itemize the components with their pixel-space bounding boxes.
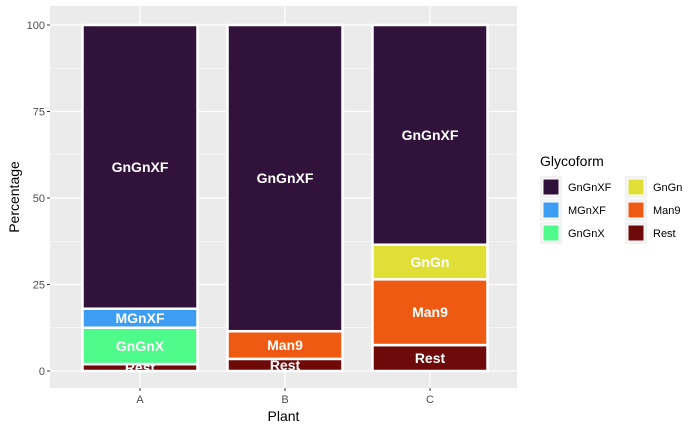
legend-label: GnGnX: [568, 228, 605, 240]
y-axis-label: Percentage: [6, 161, 22, 233]
legend-swatch: [542, 224, 560, 242]
legend-label: GnGn: [653, 182, 682, 194]
legend-label: Man9: [653, 205, 681, 217]
bar-segment: [81, 326, 199, 366]
legend-label: GnGnXF: [568, 182, 612, 194]
bar-segment-label: Man9: [412, 304, 448, 320]
bar-segment: [226, 329, 344, 361]
y-tick-label: 25: [33, 280, 45, 292]
bar-segment-label: GnGnXF: [257, 170, 314, 186]
y-tick-label: 0: [39, 366, 45, 378]
y-tick-label: 100: [27, 20, 45, 32]
x-tick-label: C: [426, 394, 434, 406]
bar-segment-label: Rest: [270, 357, 301, 373]
axes: 0 25 50 75 100 A B C: [27, 20, 434, 406]
bar-segment: [371, 23, 489, 246]
legend-label: Rest: [653, 228, 676, 240]
bar-segment-label: GnGnXF: [402, 127, 459, 143]
bar-segment: [226, 23, 344, 333]
bar-segment-label: GnGnXF: [112, 159, 169, 175]
bar-segment: [371, 278, 489, 347]
legend-label: MGnXF: [568, 205, 606, 217]
bar-segment-label: MGnXF: [116, 310, 165, 326]
legend: GnGnXF MGnXF GnGnX GnGn Man9 Rest: [540, 176, 682, 244]
x-axis-label: Plant: [268, 408, 300, 424]
bar-segment-label: Man9: [267, 337, 303, 353]
bar-segment-label: Rest: [125, 360, 156, 376]
legend-swatch: [627, 224, 645, 242]
bar-segment-label: Rest: [415, 350, 446, 366]
legend-swatch: [627, 201, 645, 219]
bars: [81, 23, 489, 373]
bar-segment: [371, 343, 489, 373]
bar-segment-label: GnGn: [411, 254, 450, 270]
legend-swatch: [542, 178, 560, 196]
legend-title: Glycoform: [540, 153, 604, 169]
bar-segment: [371, 243, 489, 281]
bar-segment-label: GnGnX: [116, 338, 165, 354]
bar-segment: [81, 23, 199, 310]
legend-swatch: [542, 201, 560, 219]
y-tick-label: 50: [33, 193, 45, 205]
y-tick-label: 75: [33, 107, 45, 119]
x-tick-label: A: [136, 394, 144, 406]
legend-swatch: [627, 178, 645, 196]
segment-labels: Rest GnGnX MGnXF GnGnXF Rest Man9 GnGnXF Rest Ma…: [112, 127, 459, 376]
x-tick-label: B: [281, 394, 288, 406]
